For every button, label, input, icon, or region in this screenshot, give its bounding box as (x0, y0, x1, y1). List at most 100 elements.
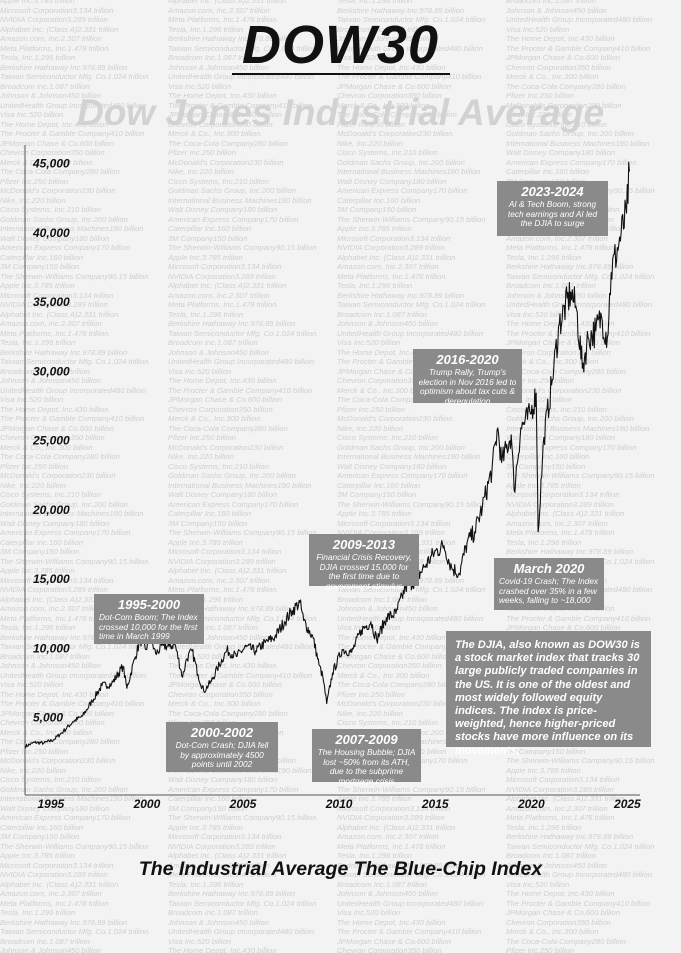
background-list-item: Amazon.com, Inc.2.307 trillion (0, 604, 102, 613)
background-list-item: Walt Disney Company180 billion (168, 775, 278, 784)
background-list-item: Caterpillar Inc.160 billion (506, 452, 590, 461)
background-list-item: The Home Depot, Inc.430 billion (0, 119, 109, 129)
background-list-item: American Express Company170 billion (0, 528, 131, 537)
background-list-item: The Home Depot, Inc.430 billion (168, 946, 277, 953)
background-list-item: The Procter & Gamble Company410 billion (506, 613, 651, 623)
background-list-item: Alphabet Inc. (Class A)2.331 trillion (0, 594, 119, 604)
background-list-item: Merck & Co., Inc.300 billion (168, 129, 261, 138)
background-list-item: Cisco Systems, Inc.210 billion (506, 119, 607, 129)
background-list-item: Microsoft Corporation3.134 trillion (168, 832, 282, 841)
background-list-item: International Business Machines190 billi… (0, 509, 144, 518)
background-list-item: Taiwan Semiconductor Mfg. Co.1.024 trill… (0, 357, 149, 366)
background-list-item: Apple Inc.3.785 trillion (0, 566, 75, 575)
background-list-item: Berkshire Hathaway Inc.978.89 billion (506, 547, 634, 556)
background-list-item: Nike, Inc.220 billion (337, 138, 403, 148)
background-list-item: Goldman Sachs Group, Inc.200 billion (0, 214, 128, 224)
background-list-item: Tesla, Inc.1.296 trillion (506, 537, 582, 547)
background-list-item: Visa Inc.520 billion (506, 309, 570, 319)
background-list-item: Meta Platforms, Inc.1.478 trillion (506, 813, 615, 822)
background-list-item: Amazon.com, Inc.2.307 trillion (337, 262, 439, 271)
background-list-item: The Procter & Gamble Company410 billion (0, 129, 145, 138)
background-list-item: 3M Company150 billion (337, 205, 417, 214)
background-list-item: Visa Inc.520 billion (168, 366, 232, 376)
background-list-item: Microsoft Corporation3.134 trillion (0, 290, 114, 300)
background-list-item: Visa Inc.520 billion (168, 81, 232, 91)
background-list-item: Pfizer Inc.250 billion (168, 148, 236, 157)
background-list-item: Meta Platforms, Inc.1.478 trillion (168, 15, 277, 24)
background-list-item: Meta Platforms, Inc.1.478 trillion (337, 271, 446, 281)
series-line-dow (24, 161, 630, 749)
background-list-item: The Procter & Gamble Company410 billion (168, 670, 313, 680)
background-list-item: McDonald's Corporation230 billion (0, 471, 116, 480)
background-list-item: The Procter & Gamble Company410 billion (337, 72, 482, 81)
y-tick-label: 20,000 (32, 503, 70, 517)
background-list-item: 3M Company150 billion (506, 461, 586, 471)
background-list-item: Visa Inc.520 billion (337, 53, 401, 62)
x-tick-label: 2000 (133, 797, 161, 811)
background-list-item: Berkshire Hathaway Inc.978.89 billion (168, 34, 296, 43)
background-list-item: Walt Disney Company180 billion (337, 461, 447, 471)
background-list-item: Visa Inc.520 billion (506, 24, 570, 34)
background-list-item: The Home Depot, Inc.430 billion (337, 917, 446, 927)
background-list-item: Cisco Systems, Inc.210 billion (168, 461, 269, 471)
background-list-item: Tesla, Inc.1.296 trillion (0, 623, 76, 632)
x-tick-label: 2020 (517, 797, 545, 811)
background-list-item: American Express Company170 billion (168, 214, 299, 224)
background-list-item: Merck & Co., Inc.300 billion (0, 157, 93, 167)
background-list-item: Chevron Corporation350 billion (337, 376, 442, 385)
annotation-march-2020: March 2020 Covid-19 Crash; The Index cra… (494, 558, 604, 610)
background-list-item: The Coca-Cola Company280 billion (506, 936, 626, 946)
background-list-item: Nike, Inc.220 billion (337, 423, 403, 433)
background-list-item: Chevron Corporation350 billion (337, 946, 442, 953)
background-list-item: The Home Depot, Inc.430 billion (0, 404, 109, 414)
background-list-item: Johnson & Johnson450 billion (0, 946, 101, 953)
background-list-item: Merck & Co., Inc.300 billion (337, 385, 430, 395)
background-list-item: American Express Company170 billion (337, 186, 468, 195)
background-list-item: Merck & Co., Inc.300 billion (168, 699, 261, 708)
background-list-item: Berkshire Hathaway Inc.978.89 billion (337, 290, 465, 300)
background-list-item: UnitedHealth Group Incorporated480 billi… (0, 385, 147, 395)
background-list-item: The Home Depot, Inc.430 billion (337, 632, 446, 642)
page-subtitle: Dow Jones Industrial Average (76, 92, 605, 133)
background-list-item: Cisco Systems, Inc.210 billion (337, 433, 438, 442)
background-list-item: Johnson & Johnson450 billion (168, 917, 269, 927)
background-list-item: Goldman Sachs Group, Inc.200 billion (506, 129, 634, 138)
background-list-item: Pfizer Inc.250 billion (0, 176, 68, 186)
background-list-item: Broadcom Inc.1.087 trillion (0, 81, 90, 91)
annotation-1995-2000: 1995-2000 Dot-Com Boom; The Index crosse… (94, 594, 204, 644)
x-tick-label: 1995 (37, 797, 64, 811)
background-list-item: Tesla, Inc.1.296 trillion (337, 0, 413, 5)
background-list-item: Meta Platforms, Inc.1.478 trillion (0, 328, 109, 338)
background-list-item: Pfizer Inc.250 billion (337, 689, 405, 699)
annotation-2016-2020: 2016-2020 Trump Rally, Trump's election … (413, 349, 522, 406)
background-list-item: Broadcom Inc.1.087 trillion (168, 623, 258, 632)
djia-info-box: The DJIA, also known as DOW30 is a stock… (446, 631, 651, 757)
background-list-item: Chevron Corporation350 billion (0, 718, 105, 727)
background-list-item: UnitedHealth Group Incorporated480 billi… (168, 642, 315, 651)
background-list-item: Amazon.com, Inc.2.307 trillion (506, 233, 608, 243)
background-list-item: Nike, Inc.220 billion (0, 480, 66, 490)
annotation-heading: 1995-2000 (117, 597, 181, 612)
background-list-item: Apple Inc.3.785 trillion (506, 765, 581, 775)
y-tick-label: 30,000 (33, 364, 70, 378)
background-list-item: JPMorgan Chase & Co.600 billion (0, 708, 114, 718)
background-list-item: Meta Platforms, Inc.1.478 trillion (0, 613, 109, 623)
background-list-item: The Sherwin-Williams Company90.15 billio… (168, 243, 317, 252)
background-list-item: Taiwan Semiconductor Mfg. Co.1.024 trill… (506, 271, 655, 281)
annotation-heading: 2009-2013 (332, 537, 396, 552)
background-list-item: Apple Inc.3.785 trillion (506, 480, 581, 490)
background-list-item: McDonald's Corporation230 billion (506, 100, 622, 110)
background-list-item: Alphabet Inc. (Class A)2.331 trillion (337, 822, 456, 832)
background-list-item: Cisco Systems, Inc.210 billion (506, 404, 607, 414)
background-list-item: Broadcom Inc.1.087 trillion (337, 309, 427, 319)
background-list-item: Pfizer Inc.250 billion (506, 91, 574, 100)
background-list-item: Pfizer Inc.250 billion (506, 946, 574, 953)
background-list-item: Nike, Inc.220 billion (0, 765, 66, 775)
background-list-item: Caterpillar Inc.160 billion (337, 480, 421, 490)
background-list-item: American Express Company170 billion (506, 442, 637, 452)
background-list-item: Chevron Corporation350 billion (506, 917, 611, 927)
background-list-item: Berkshire Hathaway Inc.978.89 billion (506, 832, 634, 841)
background-list-item: Berkshire Hathaway Inc.978.89 billion (168, 604, 296, 613)
background-list-item: UnitedHealth Group Incorporated480 billi… (168, 927, 315, 936)
